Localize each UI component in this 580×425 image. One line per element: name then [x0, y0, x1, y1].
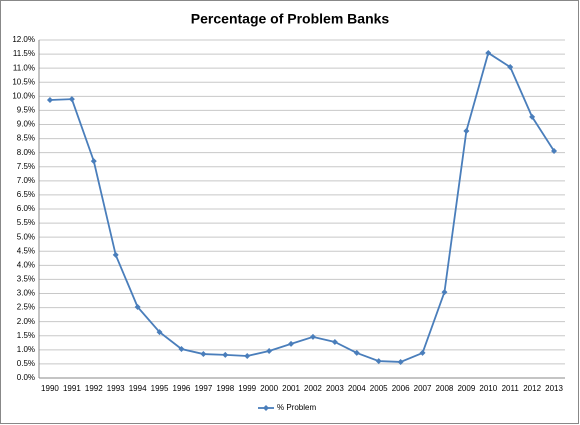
x-tick-label: 2001: [282, 384, 300, 393]
point-marker: [397, 358, 404, 365]
y-tick-label: 4.0%: [17, 260, 35, 269]
y-tick-label: 5.5%: [17, 218, 35, 227]
point-marker: [156, 329, 163, 336]
point-marker: [222, 351, 229, 358]
x-tick-label: 2002: [304, 384, 322, 393]
point-marker: [178, 345, 185, 352]
series-line: [49, 51, 555, 363]
point-marker: [266, 347, 273, 354]
x-tick-label: 2013: [545, 384, 563, 393]
chart-title: Percentage of Problem Banks: [191, 11, 390, 27]
y-tick-label: 3.5%: [17, 275, 35, 284]
point-marker: [419, 349, 426, 356]
x-tick-label: 2009: [457, 384, 475, 393]
point-marker: [112, 251, 119, 258]
point-marker: [529, 113, 536, 120]
x-tick-label: 2000: [260, 384, 278, 393]
point-marker: [551, 147, 558, 154]
x-tick-label: 2003: [326, 384, 344, 393]
y-tick-label: 9.5%: [17, 106, 35, 115]
y-tick-label: 8.0%: [17, 148, 35, 157]
y-tick-label: 9.0%: [17, 120, 35, 129]
point-marker: [485, 49, 492, 56]
point-marker: [507, 64, 514, 71]
point-marker: [463, 127, 470, 134]
x-tick-label: 2008: [436, 384, 454, 393]
y-tick-label: 11.0%: [13, 63, 35, 72]
point-marker: [134, 304, 141, 311]
x-tick-label: 2007: [414, 384, 432, 393]
y-tick-label: 5.0%: [17, 232, 35, 241]
y-tick-label: 6.5%: [17, 190, 35, 199]
x-tick-label: 1992: [85, 384, 103, 393]
y-tick-label: 1.5%: [17, 331, 35, 340]
y-tick-label: 10.0%: [12, 91, 35, 100]
point-marker: [68, 96, 75, 103]
y-tick-label: 1.0%: [17, 345, 35, 354]
point-marker: [288, 340, 295, 347]
x-tick-label: 1990: [41, 384, 59, 393]
point-marker: [441, 289, 448, 296]
point-marker: [375, 358, 382, 365]
point-marker: [353, 349, 360, 356]
point-marker: [90, 158, 97, 165]
point-marker: [309, 333, 316, 340]
x-tick-label: 2005: [370, 384, 388, 393]
legend-marker: [263, 405, 269, 411]
x-tick-label: 2010: [479, 384, 497, 393]
y-tick-label: 4.5%: [17, 246, 35, 255]
x-tick-label: 1991: [63, 384, 81, 393]
x-tick-label: 1997: [194, 384, 212, 393]
x-tick-label: 2011: [502, 384, 520, 393]
y-tick-label: 10.5%: [12, 77, 35, 86]
point-marker: [244, 353, 251, 360]
y-tick-label: 2.5%: [17, 303, 35, 312]
x-tick-label: 1998: [216, 384, 234, 393]
x-tick-label: 2012: [523, 384, 541, 393]
y-tick-label: 2.0%: [17, 317, 35, 326]
x-tick-label: 2004: [348, 384, 366, 393]
y-tick-label: 3.0%: [17, 289, 35, 298]
x-tick-label: 1995: [151, 384, 169, 393]
y-tick-label: 6.0%: [17, 204, 35, 213]
y-tick-label: 12.0%: [12, 35, 35, 44]
x-tick-label: 1999: [238, 384, 256, 393]
x-tick-label: 1994: [129, 384, 147, 393]
point-marker: [200, 351, 207, 358]
y-tick-label: 7.0%: [17, 176, 35, 185]
x-tick-label: 1996: [173, 384, 191, 393]
point-marker: [46, 96, 53, 103]
legend-label: % Problem: [277, 403, 316, 412]
y-tick-label: 8.5%: [17, 134, 35, 143]
y-tick-label: 7.5%: [17, 162, 35, 171]
y-tick-label: 0.5%: [17, 359, 35, 368]
x-tick-label: 2006: [392, 384, 410, 393]
point-marker: [331, 338, 338, 345]
x-tick-label: 1993: [107, 384, 125, 393]
y-tick-label: 0.0%: [17, 373, 35, 382]
y-tick-label: 11.5%: [13, 49, 35, 58]
